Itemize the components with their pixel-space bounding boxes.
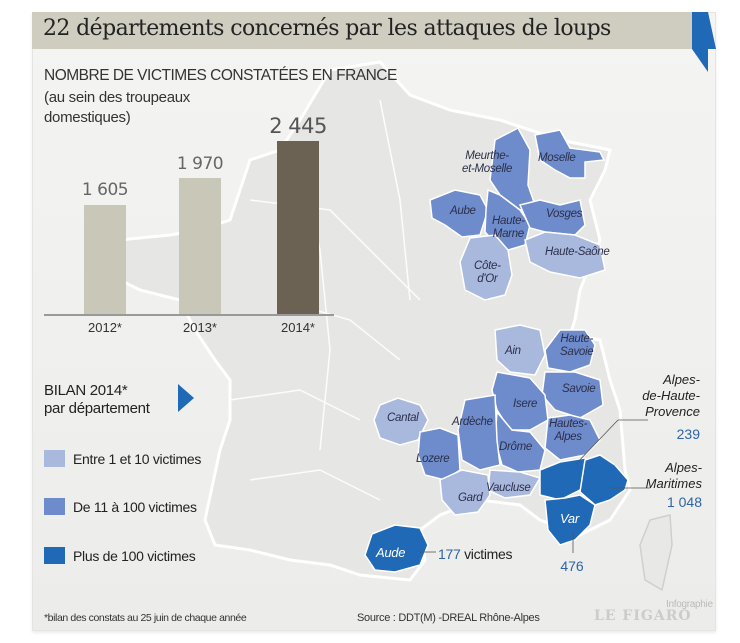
bar-value-2012: 1 605: [81, 180, 129, 200]
dept-haute-savoie: [544, 329, 596, 373]
callout-aude-value: 177: [438, 546, 461, 562]
legend-swatch-high: [44, 547, 65, 564]
dept-aube: [429, 189, 489, 238]
bar-2014: [277, 141, 319, 314]
label-vaucluse: Vaucluse: [486, 482, 531, 494]
dept-gard: [439, 469, 491, 516]
callout-ahp-value: 239: [676, 426, 700, 442]
label-ardeche: Ardèche: [452, 416, 493, 428]
france-map: [92, 60, 673, 592]
label-haute-saone: Haute-Saône: [545, 246, 610, 258]
bar-value-2014: 2 445: [269, 114, 327, 138]
source-text: Source : DDT(M) -DREAL Rhône-Alpes: [357, 612, 540, 624]
label-cantal: Cantal: [387, 412, 419, 424]
callout-am-name: Alpes- Maritimes: [645, 460, 702, 491]
label-haute-marne: Haute- Marne: [492, 215, 525, 240]
bar-value-2013: 1 970: [176, 154, 224, 174]
page-title: 22 départements concernés par les attaqu…: [43, 16, 611, 41]
callout-aude-suffix: victimes: [464, 546, 513, 562]
dept-haute-marne: [484, 188, 531, 251]
chart-subheading: (au sein des troupeaux domestiques): [44, 88, 190, 128]
label-lozere: Lozere: [416, 453, 450, 465]
bar-2012: [84, 205, 126, 314]
callout-aude: 177 victimes: [438, 546, 513, 562]
label-haute-savoie: Haute- Savoie: [560, 333, 594, 358]
legend-swatch-medium: [44, 498, 65, 515]
chart-subheading-line-1: (au sein des troupeaux: [44, 89, 191, 106]
label-drome: Drôme: [499, 441, 533, 453]
dept-cantal: [373, 397, 429, 446]
callout-var-value: 476: [560, 558, 584, 574]
chart-subheading-line-2: domestiques): [44, 109, 131, 126]
dept-var: [544, 494, 596, 546]
legend-label-medium: De 11 à 100 victimes: [73, 498, 197, 515]
label-meurthe-et-moselle: Meurthe- et-Moselle: [462, 150, 513, 175]
callout-ahp-name: Alpes- de-Haute- Provence: [642, 372, 700, 419]
le-figaro-logo: LE FIGARO: [594, 608, 692, 624]
legend-label-low: Entre 1 et 10 victimes: [73, 450, 202, 467]
label-ain: Ain: [505, 345, 521, 357]
x-label-2013: 2013*: [183, 320, 217, 335]
callout-am-value: 1 048: [666, 494, 702, 510]
label-isere: Isere: [513, 398, 538, 410]
label-var: Var: [560, 511, 579, 526]
label-vosges: Vosges: [546, 208, 583, 220]
dept-ardeche: [457, 394, 501, 471]
dept-aude: [364, 524, 429, 573]
label-aube: Aube: [450, 205, 476, 217]
credit-infographie: Infographie: [666, 599, 713, 610]
chart-heading: NOMBRE DE VICTIMES CONSTATÉES EN FRANCE: [44, 67, 397, 84]
title-flag-icon: [692, 12, 716, 72]
dept-alpes-maritimes: [579, 454, 629, 506]
label-aude: Aude: [376, 545, 406, 560]
dept-haute-saone: [524, 231, 606, 279]
dept-vosges: [518, 199, 586, 236]
legend-item-high: Plus de 100 victimes: [44, 547, 196, 564]
play-arrow-icon: [178, 384, 194, 412]
dept-ain: [494, 324, 546, 376]
legend-label-high: Plus de 100 victimes: [73, 547, 196, 564]
label-cote-d-or: Côte- d'Or: [474, 260, 501, 285]
legend-swatch-low: [44, 450, 65, 467]
legend-item-low: Entre 1 et 10 victimes: [44, 450, 201, 467]
label-savoie: Savoie: [562, 383, 596, 395]
legend-heading: BILAN 2014* par département: [44, 382, 150, 418]
dept-cote-d-or: [459, 234, 513, 301]
dept-moselle: [534, 129, 606, 179]
label-moselle: Moselle: [538, 152, 576, 164]
dept-hautes-alpes: [544, 414, 601, 461]
x-label-2012: 2012*: [88, 320, 122, 335]
legend-item-medium: De 11 à 100 victimes: [44, 498, 197, 515]
legend-title: BILAN 2014*: [44, 382, 128, 399]
bar-2013: [179, 178, 221, 314]
label-hautes-alpes: Hautes- Alpes: [549, 418, 588, 443]
legend-subtitle: par département: [44, 400, 150, 417]
label-gard: Gard: [458, 492, 483, 504]
footnote: *bilan des constats au 25 juin de chaque…: [44, 612, 247, 624]
x-label-2014: 2014*: [281, 320, 315, 335]
title-bar: 22 départements concernés par les attaqu…: [32, 12, 692, 49]
x-axis-line: [44, 314, 334, 316]
corsica-outline: [639, 514, 673, 592]
